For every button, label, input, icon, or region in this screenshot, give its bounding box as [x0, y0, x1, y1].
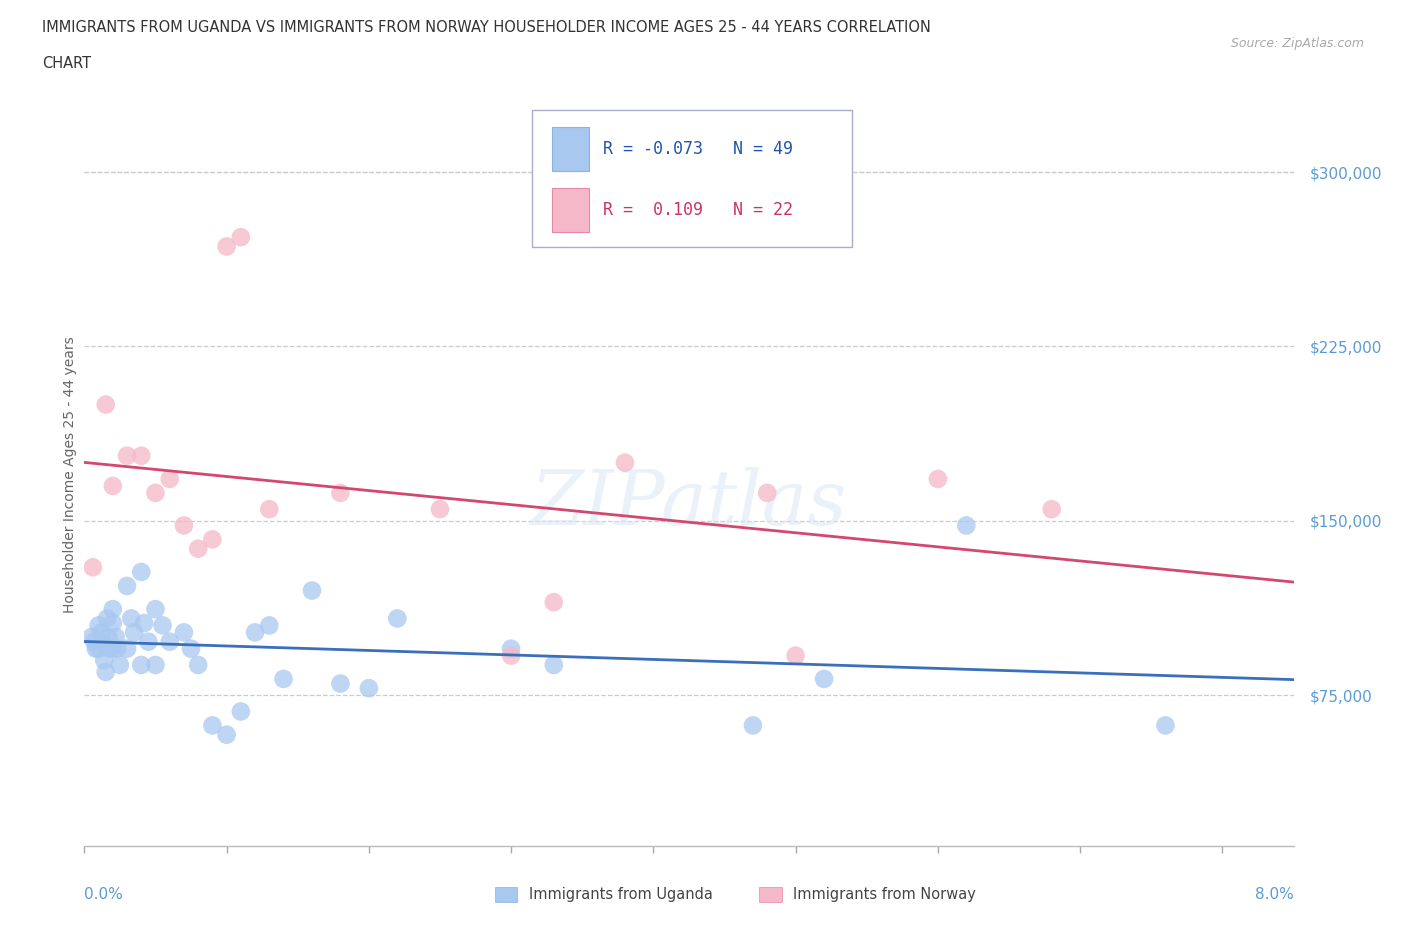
Point	[187, 541, 209, 556]
Point	[259, 502, 281, 517]
Point	[83, 634, 105, 649]
Point	[785, 648, 807, 663]
FancyBboxPatch shape	[553, 188, 589, 232]
Point	[159, 634, 181, 649]
Point	[145, 602, 167, 617]
Point	[329, 676, 352, 691]
Point	[129, 658, 152, 672]
Text: ZIPatlas: ZIPatlas	[530, 467, 848, 541]
Point	[104, 630, 127, 644]
Point	[82, 560, 104, 575]
Point	[80, 630, 103, 644]
Point	[201, 532, 224, 547]
Point	[129, 448, 152, 463]
Point	[132, 616, 155, 631]
Point	[756, 485, 779, 500]
Point	[501, 642, 523, 657]
Point	[120, 611, 142, 626]
Point	[215, 727, 238, 742]
Text: R =  0.109   N = 22: R = 0.109 N = 22	[603, 201, 793, 219]
Point	[93, 653, 115, 668]
Point	[813, 671, 835, 686]
Point	[201, 718, 224, 733]
Point	[273, 671, 295, 686]
Text: R = -0.073   N = 49: R = -0.073 N = 49	[603, 140, 793, 158]
Point	[543, 595, 565, 610]
Point	[543, 658, 565, 672]
Point	[108, 658, 131, 672]
Point	[152, 618, 174, 632]
FancyBboxPatch shape	[553, 126, 589, 171]
Point	[259, 618, 281, 632]
Point	[173, 518, 195, 533]
Point	[301, 583, 323, 598]
Point	[98, 642, 121, 657]
Point	[329, 485, 352, 500]
Point	[96, 611, 118, 626]
Point	[122, 625, 145, 640]
Point	[387, 611, 409, 626]
Point	[105, 642, 128, 657]
Point	[229, 230, 252, 245]
Point	[94, 664, 117, 679]
Point	[91, 636, 114, 651]
Point	[1040, 502, 1063, 517]
Point	[187, 658, 209, 672]
Point	[145, 658, 167, 672]
Point	[115, 448, 138, 463]
Point	[229, 704, 252, 719]
Point	[101, 478, 124, 493]
Text: Source: ZipAtlas.com: Source: ZipAtlas.com	[1230, 37, 1364, 50]
Point	[159, 472, 181, 486]
Point	[613, 455, 636, 470]
Point	[180, 642, 202, 657]
Point	[955, 518, 977, 533]
Point	[87, 642, 110, 657]
Text: Immigrants from Norway: Immigrants from Norway	[793, 887, 976, 902]
Point	[1154, 718, 1177, 733]
Point	[115, 642, 138, 657]
Point	[173, 625, 195, 640]
Point	[101, 602, 124, 617]
Point	[145, 485, 167, 500]
Point	[243, 625, 266, 640]
FancyBboxPatch shape	[531, 110, 852, 247]
Point	[357, 681, 380, 696]
Point	[97, 630, 120, 644]
Text: 8.0%: 8.0%	[1254, 887, 1294, 902]
Point	[101, 616, 124, 631]
Point	[87, 618, 110, 632]
Point	[429, 502, 451, 517]
Text: IMMIGRANTS FROM UGANDA VS IMMIGRANTS FROM NORWAY HOUSEHOLDER INCOME AGES 25 - 44: IMMIGRANTS FROM UGANDA VS IMMIGRANTS FRO…	[42, 20, 931, 35]
Point	[215, 239, 238, 254]
Y-axis label: Householder Income Ages 25 - 44 years: Householder Income Ages 25 - 44 years	[63, 336, 77, 613]
Text: 0.0%: 0.0%	[84, 887, 124, 902]
Point	[115, 578, 138, 593]
Point	[94, 397, 117, 412]
Point	[742, 718, 765, 733]
Point	[138, 634, 160, 649]
Point	[927, 472, 949, 486]
Point	[101, 642, 124, 657]
Point	[84, 642, 107, 657]
Point	[129, 565, 152, 579]
Point	[501, 648, 523, 663]
Text: Immigrants from Uganda: Immigrants from Uganda	[529, 887, 713, 902]
Text: CHART: CHART	[42, 56, 91, 71]
Point	[90, 625, 112, 640]
